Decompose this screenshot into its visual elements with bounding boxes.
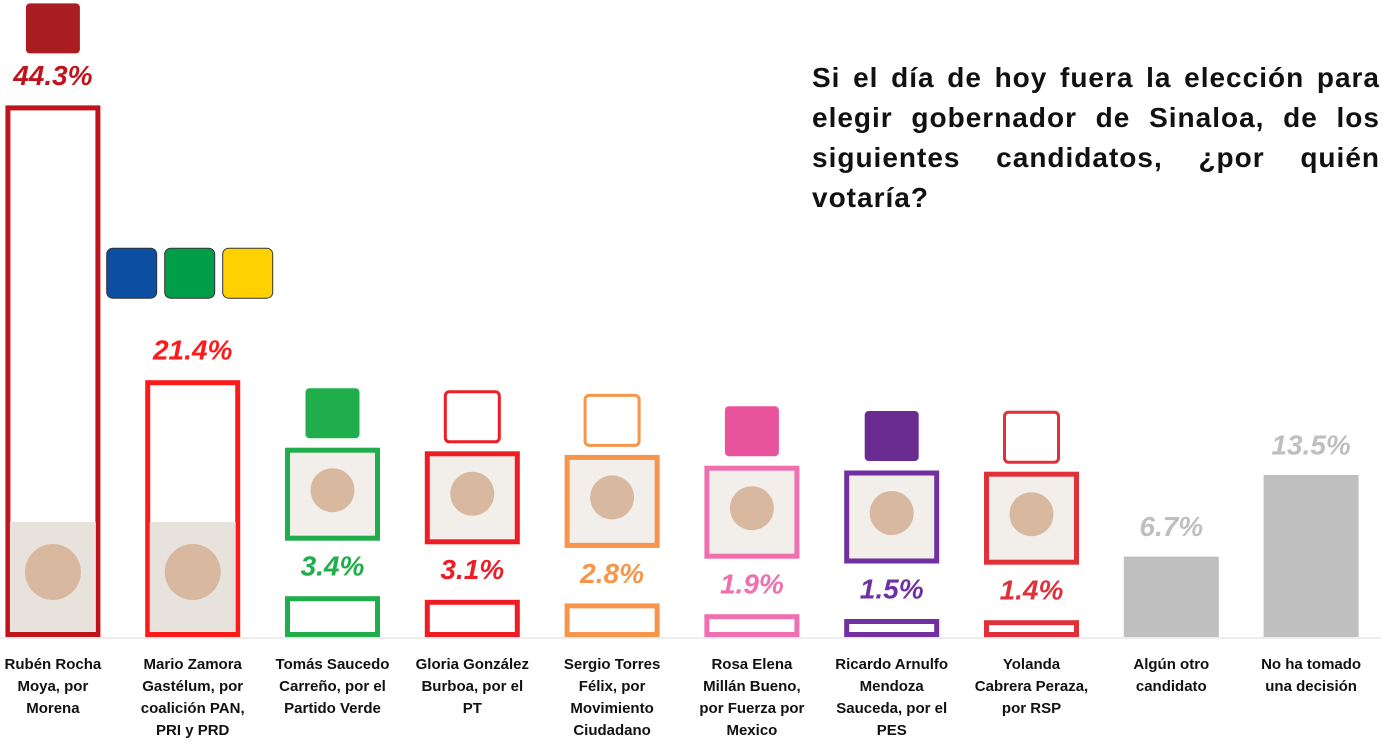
x-tick-label: No ha tomado una decisión <box>1261 656 1361 695</box>
candidate-photo-face <box>310 468 355 513</box>
bar <box>564 603 660 638</box>
bar <box>984 620 1079 638</box>
bar <box>1123 556 1219 637</box>
party-logo <box>1003 410 1060 464</box>
x-tick-label: Rosa Elena Millán Bueno, por Fuerza por Mex… <box>699 656 804 739</box>
value-label: 21.4% <box>152 335 232 366</box>
party-logo <box>164 247 216 299</box>
candidate-photo-face <box>1009 492 1054 537</box>
value-label: 2.8% <box>579 558 644 589</box>
bar <box>5 105 101 637</box>
x-tick-label: Mario Zamora Gastélum, por coalición PAN, P… <box>141 656 245 739</box>
value-label: 3.4% <box>301 551 365 582</box>
x-tick-label: Tomás Saucedo Carreño, por el Partido Verd… <box>276 656 390 717</box>
value-label: 6.7% <box>1139 511 1203 542</box>
value-label: 44.3% <box>12 60 92 91</box>
candidate-photo-face <box>164 544 221 600</box>
value-label: 13.5% <box>1271 429 1350 460</box>
bar <box>704 614 800 638</box>
party-logo <box>25 3 80 54</box>
x-tick-label: Algún otro candidato <box>1133 656 1209 695</box>
bar <box>844 619 940 637</box>
party-logo <box>583 393 641 447</box>
party-logo <box>106 247 158 299</box>
x-tick-label: Yolanda Cabrera Peraza, por RSP <box>975 656 1088 717</box>
candidate-photo-face <box>590 475 635 520</box>
bar <box>145 380 241 638</box>
chart-title: Si el día de hoy fuera la elección para … <box>812 62 1380 213</box>
bar <box>285 596 380 638</box>
value-label: 1.9% <box>720 569 784 600</box>
candidate-photo-face <box>869 491 914 535</box>
party-logo <box>443 390 501 444</box>
candidate-photo-face <box>729 486 774 531</box>
value-label: 3.1% <box>440 554 504 585</box>
x-tick-label: Rubén Rocha Moya, por Morena <box>5 656 102 717</box>
value-label: 1.4% <box>1000 575 1064 606</box>
x-tick-label: Gloria González Burboa, por el PT <box>416 656 529 717</box>
x-tick-label: Sergio Torres Félix, por Movimiento Ciudada… <box>564 656 660 739</box>
party-logo <box>305 388 360 439</box>
bar <box>424 599 520 637</box>
party-logo <box>864 411 919 461</box>
candidate-photo-face <box>450 471 495 516</box>
candidate-photo-face <box>24 544 81 600</box>
value-label: 1.5% <box>860 573 924 604</box>
party-logo <box>222 247 274 299</box>
bar <box>1263 475 1359 637</box>
party-logo <box>724 406 779 457</box>
x-tick-label: Ricardo Arnulfo Mendoza Sauceda, por el PES <box>835 656 948 739</box>
